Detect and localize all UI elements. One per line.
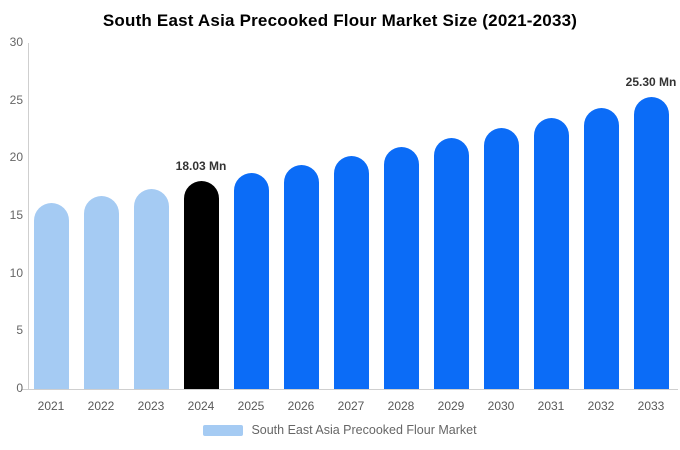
- legend-label: South East Asia Precooked Flour Market: [251, 423, 477, 437]
- legend-swatch: [203, 424, 244, 436]
- y-tick-label-25: 25: [9, 92, 23, 107]
- y-tick-label-0: 0: [16, 381, 23, 395]
- bar-2031[interactable]: [533, 118, 569, 389]
- y-tick-label-5: 5: [16, 323, 23, 338]
- legend-item[interactable]: South East Asia Precooked Flour Market: [203, 423, 477, 437]
- bar-value-label-2024: 18.03 Mn: [175, 159, 227, 174]
- bar-2026[interactable]: [283, 164, 319, 389]
- x-label-2023: 2023: [137, 399, 165, 413]
- x-label-2031: 2031: [537, 399, 565, 413]
- bar-2027[interactable]: [333, 156, 369, 389]
- bar-value-label-2033: 25.30 Mn: [625, 75, 677, 90]
- x-label-2033: 2033: [637, 399, 665, 413]
- x-label-2025: 2025: [237, 399, 265, 413]
- x-label-2021: 2021: [37, 399, 65, 413]
- y-tick-label-15: 15: [9, 208, 23, 222]
- bar-2021[interactable]: [33, 203, 69, 389]
- bar-2025[interactable]: [233, 173, 269, 389]
- x-label-2032: 2032: [587, 399, 615, 413]
- y-axis-line: [28, 43, 29, 389]
- bar-2029[interactable]: [433, 137, 469, 389]
- x-label-2024: 2024: [187, 399, 215, 413]
- x-label-2027: 2027: [337, 399, 365, 413]
- x-label-2022: 2022: [87, 399, 115, 413]
- x-label-2029: 2029: [437, 399, 465, 413]
- legend: South East Asia Precooked Flour Market: [0, 423, 680, 437]
- bar-2024[interactable]: [183, 181, 219, 389]
- bar-2030[interactable]: [483, 128, 519, 389]
- x-label-2028: 2028: [387, 399, 415, 413]
- x-axis-line: [22, 389, 678, 390]
- bar-2028[interactable]: [383, 147, 419, 389]
- x-label-2026: 2026: [287, 399, 315, 413]
- y-tick-label-10: 10: [9, 265, 23, 280]
- x-label-2030: 2030: [487, 399, 515, 413]
- bar-2033[interactable]: [633, 97, 669, 389]
- y-tick-label-20: 20: [9, 150, 23, 165]
- bar-2022[interactable]: [83, 196, 119, 389]
- y-tick-label-30: 30: [9, 35, 23, 49]
- chart-title: South East Asia Precooked Flour Market S…: [102, 11, 578, 30]
- bar-2023[interactable]: [133, 188, 169, 389]
- bar-2032[interactable]: [583, 107, 619, 389]
